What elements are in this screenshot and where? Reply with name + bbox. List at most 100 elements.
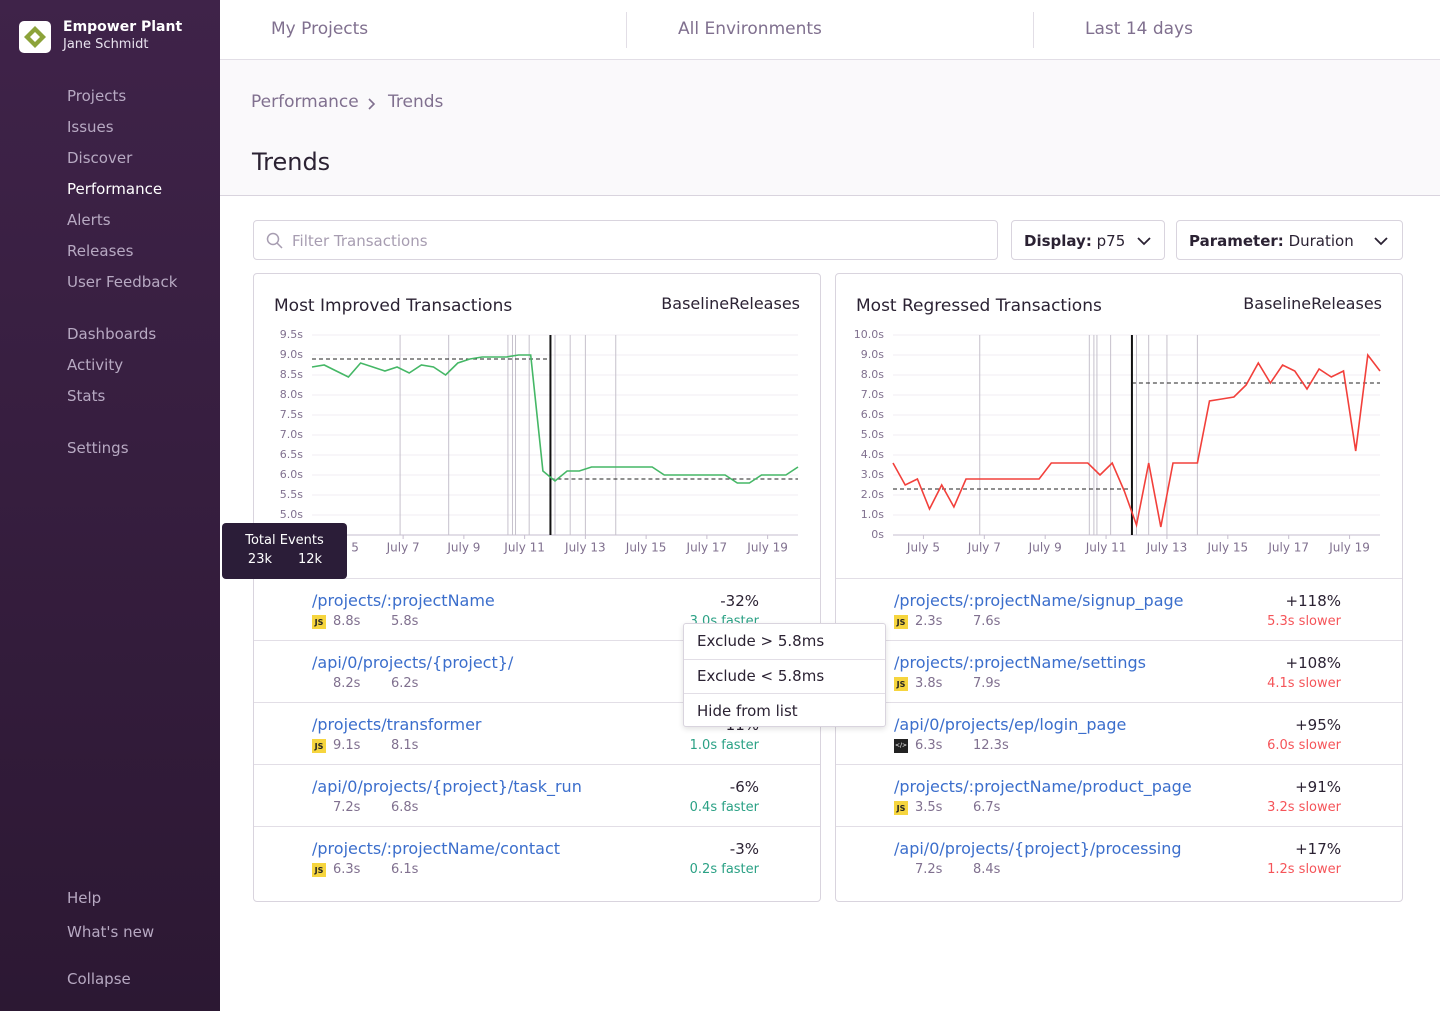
transaction-link[interactable]: /projects/:projectName/contact	[312, 839, 561, 858]
duration-after: 5.8s	[391, 614, 419, 629]
duration-before: 9.1s	[333, 738, 361, 753]
duration-before: 3.8s	[915, 676, 943, 691]
improved-panel: Most Improved Transactions BaselineReleas…	[253, 273, 821, 902]
transaction-link[interactable]: /projects/:projectName/settings	[894, 653, 1146, 672]
row-divider	[836, 702, 1402, 703]
duration-after: 6.8s	[391, 800, 419, 815]
nav-item[interactable]: Performance	[67, 180, 163, 198]
duration-after: 7.9s	[973, 676, 1001, 691]
platform-badge: JS	[894, 677, 908, 691]
transaction-link[interactable]: /api/0/projects/{project}/	[312, 653, 514, 672]
platform-badge: JS	[312, 739, 326, 753]
transaction-link[interactable]: /api/0/projects/ep/login_page	[894, 715, 1127, 734]
row-divider	[254, 640, 820, 641]
page-title: Trends	[252, 148, 331, 176]
menu-divider	[684, 658, 885, 660]
platform-badge: JS	[312, 863, 326, 877]
nav-item[interactable]: Activity	[67, 356, 124, 374]
percent-change: +17%	[1295, 840, 1341, 858]
parameter-select[interactable]: Parameter: Duration	[1176, 220, 1403, 260]
nav-item[interactable]: Projects	[67, 87, 127, 105]
nav-item[interactable]: Issues	[67, 118, 114, 136]
legend: BaselineReleases	[661, 294, 800, 313]
duration-before: 7.2s	[915, 862, 943, 877]
search-input[interactable]: Filter Transactions	[253, 220, 998, 260]
tooltip-title: Total Events	[245, 533, 324, 548]
percent-change: +118%	[1285, 592, 1341, 610]
menu-item[interactable]: Exclude > 5.8ms	[697, 632, 825, 650]
menu-item[interactable]: Hide from list	[697, 702, 798, 720]
transaction-link[interactable]: /projects/transformer	[312, 715, 482, 734]
nav-item[interactable]: Alerts	[67, 211, 111, 229]
user-name: Jane Schmidt	[63, 37, 149, 52]
page-header: Performance Trends Trends	[220, 60, 1440, 196]
divider	[626, 12, 627, 48]
duration-before: 6.3s	[333, 862, 361, 877]
breadcrumb[interactable]: Performance	[251, 92, 359, 112]
legend-label: Releases	[1311, 294, 1382, 313]
percent-change: +108%	[1285, 654, 1341, 672]
transaction-link[interactable]: /api/0/projects/{project}/processing	[894, 839, 1182, 858]
divider	[1033, 12, 1034, 48]
legend: BaselineReleases	[1243, 294, 1382, 313]
transaction-link[interactable]: /projects/:projectName/product_page	[894, 777, 1192, 796]
duration-change: 3.2s slower	[1267, 800, 1341, 815]
nav-item[interactable]: Discover	[67, 149, 133, 167]
nav-item[interactable]: User Feedback	[67, 273, 178, 291]
panel-title: Most Improved Transactions	[274, 296, 513, 316]
percent-change: -6%	[729, 778, 759, 796]
row-divider	[836, 826, 1402, 827]
platform-badge: JS	[894, 615, 908, 629]
panel-title: Most Regressed Transactions	[856, 296, 1102, 316]
row-divider	[254, 764, 820, 765]
menu-item[interactable]: Exclude < 5.8ms	[697, 667, 825, 685]
duration-before: 6.3s	[915, 738, 943, 753]
duration-after: 8.1s	[391, 738, 419, 753]
topbar-select[interactable]: My Projects	[271, 19, 369, 39]
duration-after: 6.7s	[973, 800, 1001, 815]
search-icon	[266, 232, 283, 249]
org-name: Empower Plant	[63, 19, 183, 35]
sidebar: Empower Plant Jane Schmidt Projects Issue…	[0, 0, 220, 1011]
nav-item[interactable]: Help	[67, 889, 102, 907]
platform-badge: </>	[894, 739, 908, 753]
duration-after: 7.6s	[973, 614, 1001, 629]
duration-before: 3.5s	[915, 800, 943, 815]
transaction-link[interactable]: /api/0/projects/{project}/task_run	[312, 777, 582, 796]
display-select[interactable]: Display: p75	[1011, 220, 1165, 260]
row-divider	[836, 764, 1402, 765]
parameter-label: Parameter:	[1189, 232, 1284, 250]
dropdown-menu: Exclude > 5.8ms Exclude < 5.8ms Hide from …	[683, 623, 886, 727]
chevron	[1374, 237, 1388, 246]
duration-before: 8.2s	[333, 676, 361, 691]
percent-change: -32%	[720, 592, 759, 610]
duration-before: 7.2s	[333, 800, 361, 815]
transaction-link[interactable]: /projects/:projectName	[312, 591, 495, 610]
nav-item[interactable]: Releases	[67, 242, 134, 260]
nav-item[interactable]: Collapse	[67, 970, 131, 988]
breadcrumb: Trends	[388, 92, 444, 112]
nav-item[interactable]: What's new	[67, 923, 155, 941]
duration-change: 1.2s slower	[1267, 862, 1341, 877]
percent-change: +91%	[1295, 778, 1341, 796]
display-label: Display:	[1024, 232, 1092, 250]
parameter-value: Duration	[1288, 232, 1354, 250]
tooltip-to: 12k	[298, 552, 323, 567]
row-divider	[836, 640, 1402, 641]
duration-before: 8.8s	[333, 614, 361, 629]
nav-item[interactable]: Dashboards	[67, 325, 157, 343]
nav-item[interactable]: Stats	[67, 387, 106, 405]
breadcrumb-chevron	[368, 98, 376, 110]
display-value: p75	[1096, 232, 1126, 250]
duration-change: 4.1s slower	[1267, 676, 1341, 691]
topbar: My Projects All Environments Last 14 days	[220, 0, 1440, 60]
topbar-select[interactable]: Last 14 days	[1085, 19, 1193, 39]
duration-before: 2.3s	[915, 614, 943, 629]
row-divider	[254, 578, 820, 579]
legend-label: Baseline	[1243, 294, 1312, 313]
transaction-link[interactable]: /projects/:projectName/signup_page	[894, 591, 1184, 610]
nav-item[interactable]: Settings	[67, 439, 129, 457]
topbar-select[interactable]: All Environments	[678, 19, 822, 39]
row-divider	[254, 702, 820, 703]
